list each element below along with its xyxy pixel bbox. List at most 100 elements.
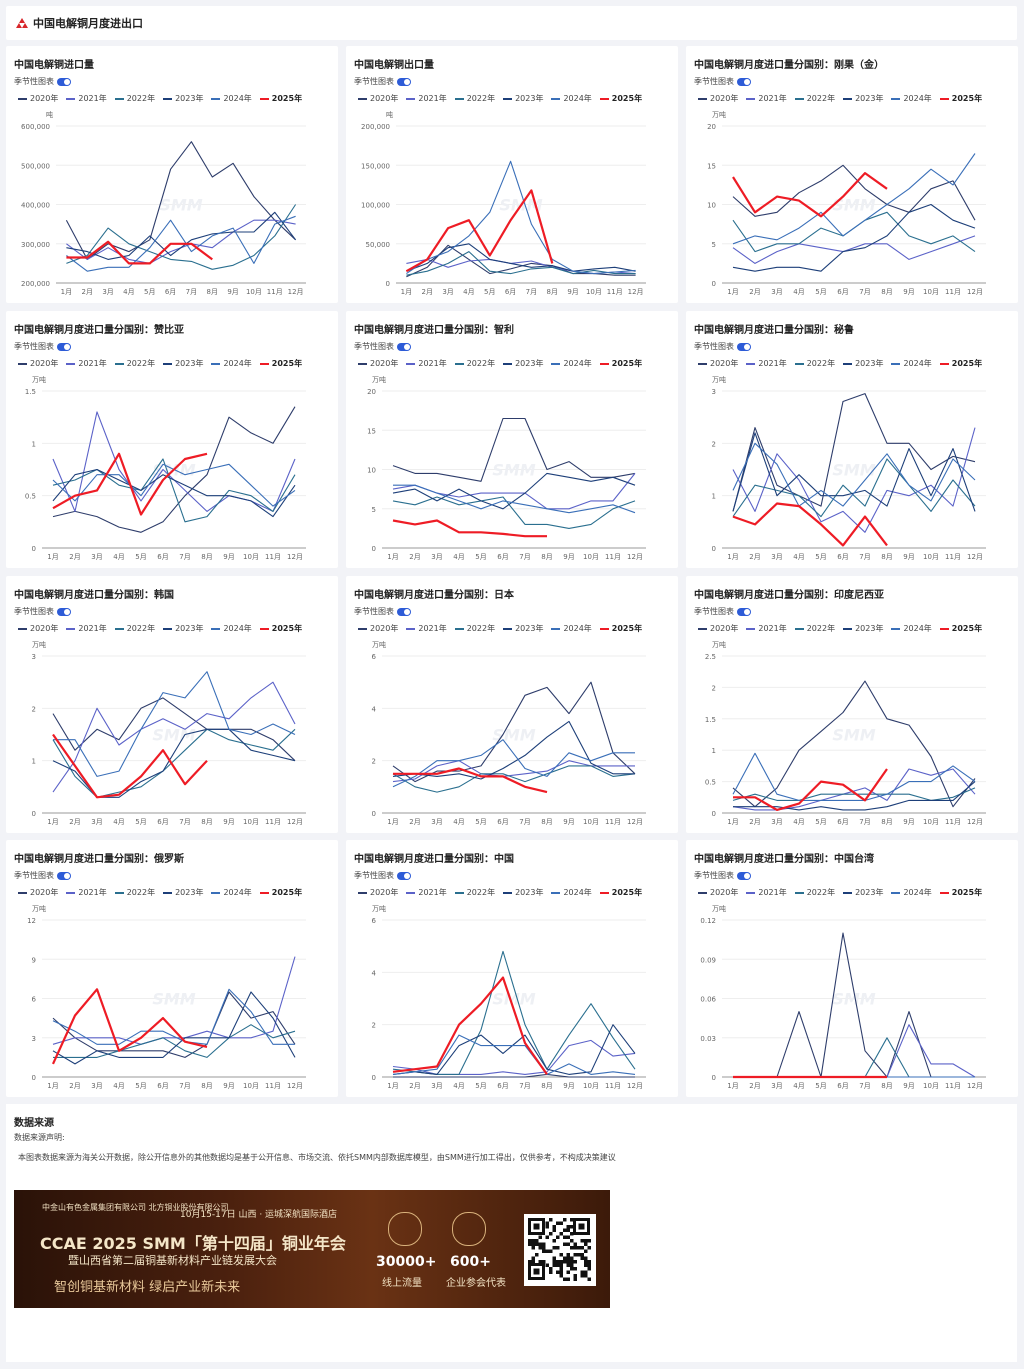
legend-item[interactable]: 2021年 — [746, 623, 787, 634]
series-line[interactable] — [393, 484, 636, 514]
series-line[interactable] — [51, 988, 208, 1065]
legend-item[interactable]: 2021年 — [66, 358, 107, 369]
legend-item[interactable]: 2025年 — [939, 887, 982, 898]
series-line[interactable] — [732, 203, 976, 272]
series-line[interactable] — [392, 720, 635, 780]
seasonal-toggle-switch[interactable] — [397, 607, 411, 616]
legend-item[interactable]: 2025年 — [259, 358, 302, 369]
legend-item[interactable]: 2023年 — [163, 887, 203, 898]
legend-item[interactable]: 2022年 — [794, 358, 835, 369]
series-line[interactable] — [392, 739, 635, 788]
legend-item[interactable]: 2020年 — [698, 93, 738, 104]
legend-item[interactable]: 2021年 — [66, 93, 107, 104]
seasonal-toggle-switch[interactable] — [737, 342, 751, 351]
legend-item[interactable]: 2025年 — [599, 93, 642, 104]
series-line[interactable] — [406, 160, 636, 275]
series-line[interactable] — [392, 496, 636, 529]
series-line[interactable] — [406, 243, 636, 272]
seasonal-toggle-switch[interactable] — [57, 342, 71, 351]
legend-item[interactable]: 2023年 — [843, 623, 883, 634]
legend-item[interactable]: 2024年 — [891, 887, 932, 898]
series-line[interactable] — [392, 472, 636, 510]
legend-item[interactable]: 2023年 — [503, 358, 543, 369]
legend-item[interactable]: 2023年 — [163, 93, 203, 104]
legend-item[interactable]: 2022年 — [114, 93, 155, 104]
legend-item[interactable]: 2022年 — [114, 358, 155, 369]
legend-item[interactable]: 2022年 — [114, 623, 155, 634]
series-line[interactable] — [732, 458, 976, 518]
series-line[interactable] — [733, 1037, 975, 1078]
seasonal-toggle-switch[interactable] — [737, 607, 751, 616]
legend-item[interactable]: 2022年 — [794, 93, 835, 104]
legend-item[interactable]: 2021年 — [746, 887, 787, 898]
legend-item[interactable]: 2020年 — [698, 623, 738, 634]
legend-item[interactable]: 2021年 — [746, 93, 787, 104]
series-line[interactable] — [732, 171, 888, 218]
legend-item[interactable]: 2025年 — [939, 358, 982, 369]
legend-item[interactable]: 2022年 — [794, 887, 835, 898]
legend-item[interactable]: 2021年 — [66, 887, 107, 898]
legend-item[interactable]: 2025年 — [599, 358, 642, 369]
series-line[interactable] — [52, 733, 208, 799]
legend-item[interactable]: 2020年 — [358, 623, 398, 634]
series-line[interactable] — [52, 468, 296, 518]
series-line[interactable] — [406, 251, 636, 276]
series-line[interactable] — [732, 235, 976, 264]
series-line[interactable] — [732, 153, 976, 245]
legend-item[interactable]: 2023年 — [503, 93, 543, 104]
legend-item[interactable]: 2020年 — [18, 358, 58, 369]
legend-item[interactable]: 2023年 — [163, 358, 203, 369]
conference-banner[interactable]: 中金山有色金属集团有限公司 北方铜业股份有限公司 10月15-17日 山西 · … — [14, 1190, 610, 1308]
legend-item[interactable]: 2024年 — [551, 887, 592, 898]
series-line[interactable] — [732, 752, 976, 801]
legend-item[interactable]: 2025年 — [599, 887, 642, 898]
legend-item[interactable]: 2025年 — [259, 887, 302, 898]
legend-item[interactable]: 2025年 — [259, 93, 302, 104]
legend-item[interactable]: 2021年 — [406, 93, 447, 104]
series-line[interactable] — [732, 502, 888, 547]
seasonal-toggle-switch[interactable] — [737, 77, 751, 86]
legend-item[interactable]: 2020年 — [698, 358, 738, 369]
series-line[interactable] — [66, 215, 296, 272]
legend-item[interactable]: 2023年 — [503, 623, 543, 634]
legend-item[interactable]: 2025年 — [599, 623, 642, 634]
seasonal-toggle-switch[interactable] — [397, 77, 411, 86]
legend-item[interactable]: 2022年 — [114, 887, 155, 898]
series-line[interactable] — [52, 991, 296, 1065]
series-line[interactable] — [732, 393, 976, 512]
series-line[interactable] — [392, 765, 636, 793]
legend-item[interactable]: 2022年 — [454, 358, 495, 369]
series-line[interactable] — [392, 976, 548, 1076]
legend-item[interactable]: 2022年 — [454, 887, 495, 898]
legend-item[interactable]: 2020年 — [18, 623, 58, 634]
legend-item[interactable]: 2021年 — [66, 623, 107, 634]
seasonal-toggle-switch[interactable] — [737, 871, 751, 880]
legend-item[interactable]: 2023年 — [503, 887, 543, 898]
legend-item[interactable]: 2024年 — [551, 93, 592, 104]
seasonal-toggle-switch[interactable] — [57, 871, 71, 880]
series-line[interactable] — [52, 452, 208, 516]
series-line[interactable] — [53, 671, 296, 777]
series-line[interactable] — [732, 680, 976, 808]
legend-item[interactable]: 2024年 — [551, 623, 592, 634]
legend-item[interactable]: 2024年 — [211, 93, 252, 104]
series-line[interactable] — [733, 1024, 976, 1078]
series-line[interactable] — [732, 164, 976, 221]
seasonal-toggle-switch[interactable] — [57, 607, 71, 616]
legend-item[interactable]: 2020年 — [358, 887, 398, 898]
series-line[interactable] — [66, 240, 213, 265]
legend-item[interactable]: 2024年 — [211, 623, 252, 634]
series-line[interactable] — [392, 1024, 636, 1075]
legend-item[interactable]: 2023年 — [163, 623, 203, 634]
series-line[interactable] — [392, 760, 635, 783]
legend-item[interactable]: 2020年 — [358, 358, 398, 369]
series-line[interactable] — [52, 956, 296, 1045]
legend-item[interactable]: 2024年 — [551, 358, 592, 369]
series-line[interactable] — [732, 442, 976, 507]
series-line[interactable] — [52, 697, 296, 762]
series-line[interactable] — [66, 211, 297, 260]
series-line[interactable] — [393, 1073, 635, 1078]
seasonal-toggle-switch[interactable] — [57, 77, 71, 86]
series-line[interactable] — [393, 767, 548, 794]
series-line[interactable] — [392, 417, 636, 482]
